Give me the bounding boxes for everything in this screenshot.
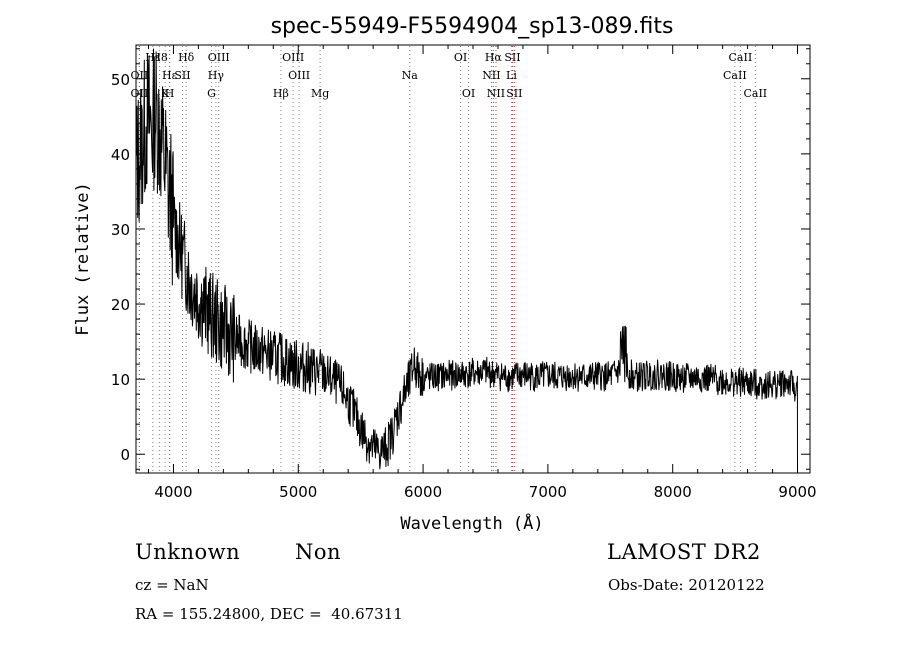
spectral-line-label-19: Hα <box>485 51 503 64</box>
x-tick-label-4: 8000 <box>654 483 692 501</box>
survey-label: LAMOST DR2 <box>607 540 761 564</box>
spectral-line-label-23: NII <box>487 87 505 100</box>
spectral-line-label-21: NII <box>482 69 500 82</box>
y-axis-ticks: 0 10 20 30 40 50 <box>111 48 810 470</box>
y-axis-label: Flux (relative) <box>73 182 93 336</box>
y-tick-label-2: 20 <box>111 296 130 314</box>
x-tick-label-0: 4000 <box>154 483 192 501</box>
spectral-line-label-9: OIII <box>208 51 230 64</box>
y-tick-label-0: 0 <box>120 446 130 464</box>
spectral-line-label-27: CaII <box>743 87 767 100</box>
y-tick-label-1: 10 <box>111 371 130 389</box>
spectrum-chart: spec-55949-F5594904_sp13-089.fits Hε OII O… <box>73 14 817 534</box>
spectral-line-label-1: OII <box>131 69 149 82</box>
spectral-line-label-10: Hγ <box>208 69 225 82</box>
y-tick-label-5: 50 <box>111 71 130 89</box>
chart-title: spec-55949-F5594904_sp13-089.fits <box>271 14 674 39</box>
spectral-line-label-22: Li <box>506 69 517 82</box>
x-axis-label: Wavelength (Å) <box>400 512 543 534</box>
spectral-line-label-24: SII <box>506 87 522 100</box>
spectral-line-label-7: H <box>165 87 175 100</box>
spectral-line-label-17: OI <box>454 51 467 64</box>
spectral-line-label-6: K <box>161 87 170 100</box>
spectral-line-label-25: CaII <box>729 51 753 64</box>
x-tick-label-1: 5000 <box>279 483 317 501</box>
x-tick-label-3: 7000 <box>529 483 567 501</box>
spectral-line-label-11: G <box>207 87 216 100</box>
spectral-line-label-26: CaII <box>723 69 747 82</box>
subclass-label: Non <box>295 540 342 564</box>
y-tick-label-4: 40 <box>111 146 130 164</box>
spectral-line-label-3: H8 <box>151 51 168 64</box>
x-axis-ticks: 4000 5000 6000 7000 8000 9000 <box>147 45 817 501</box>
spectral-line-label-12: OIII <box>282 51 304 64</box>
plot-frame <box>135 44 811 474</box>
redshift-label: cz = NaN <box>135 576 209 594</box>
y-tick-label-3: 30 <box>111 221 130 239</box>
spectral-line-label-4: Hε <box>162 69 178 82</box>
observation-date-label: Obs-Date: 20120122 <box>608 576 765 594</box>
x-tick-label-5: 9000 <box>778 483 816 501</box>
spectral-line-markers <box>138 46 756 472</box>
spectral-line-label-13: OIII <box>288 69 310 82</box>
spectral-line-label-20: SII <box>504 51 520 64</box>
spectral-line-label-5: SII <box>174 69 190 82</box>
class-label: Unknown <box>135 540 241 564</box>
spectral-line-label-14: Hβ <box>273 87 289 100</box>
spectrum-line <box>135 48 798 474</box>
spectral-line-label-8: Hδ <box>178 51 195 64</box>
coordinates-label: RA = 155.24800, DEC = 40.67311 <box>135 605 403 623</box>
spectral-line-label-16: Na <box>402 69 419 82</box>
spectral-line-label-15: Mg <box>311 87 329 100</box>
spectral-line-label-18: OI <box>462 87 475 100</box>
x-tick-label-2: 6000 <box>404 483 442 501</box>
